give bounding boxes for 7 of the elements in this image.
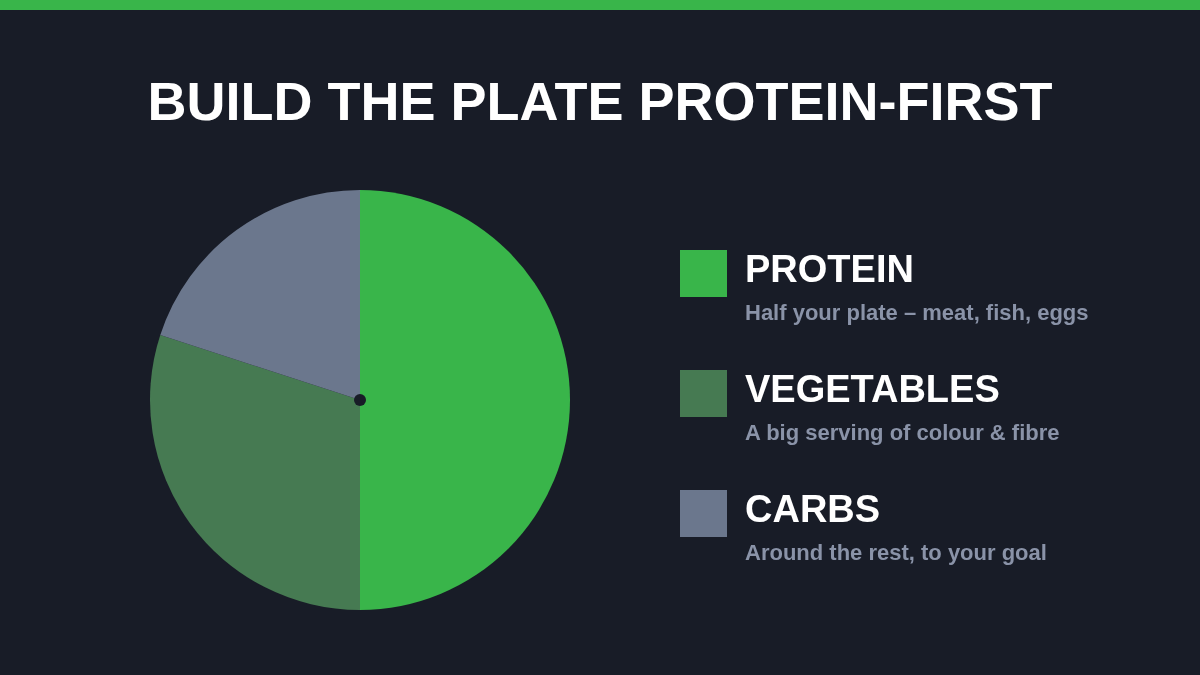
text: Half your plate – meat, fish, eggs bbox=[745, 300, 1089, 326]
legend-label: PROTEIN bbox=[745, 248, 914, 291]
text: A big serving of colour & fibre bbox=[745, 420, 1060, 446]
text: Around the rest, to your goal bbox=[745, 540, 1047, 566]
legend-label: VEGETABLES bbox=[745, 368, 1000, 411]
legend-label: CARBS bbox=[745, 488, 881, 531]
chart-title: BUILD THE PLATE PROTEIN-FIRST bbox=[146, 70, 1054, 132]
